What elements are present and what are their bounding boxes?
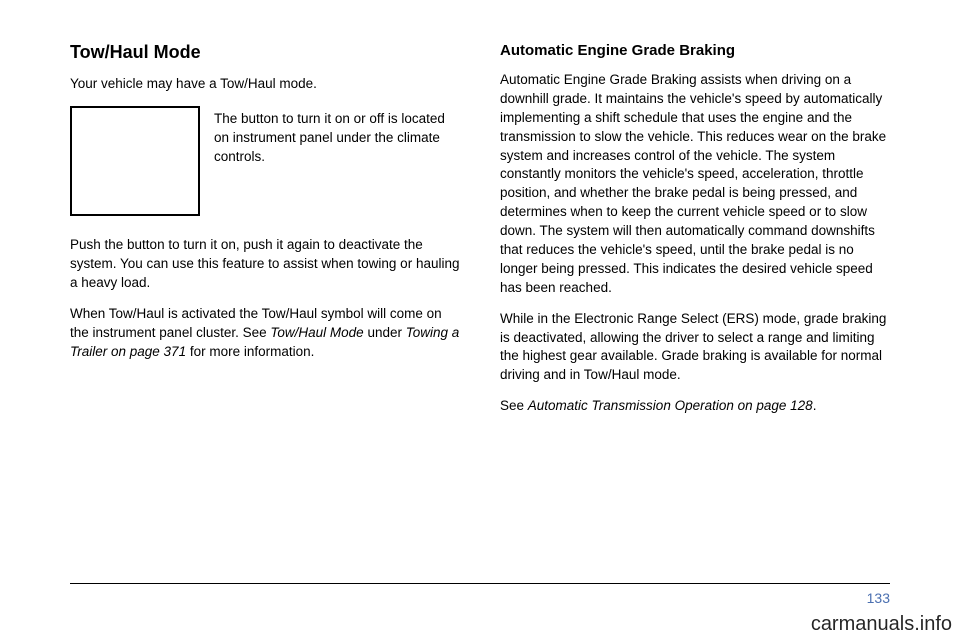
footer-rule xyxy=(70,583,890,584)
page-number: 133 xyxy=(867,590,890,606)
left-p2b: Tow/Haul Mode xyxy=(270,325,363,340)
button-image-placeholder xyxy=(70,106,200,216)
right-column: Automatic Engine Grade Braking Automatic… xyxy=(500,40,890,428)
left-heading: Tow/Haul Mode xyxy=(70,40,460,65)
image-caption-row: The button to turn it on or off is locat… xyxy=(70,106,460,216)
left-intro: Your vehicle may have a Tow/Haul mode. xyxy=(70,75,460,94)
image-caption: The button to turn it on or off is locat… xyxy=(214,106,460,167)
watermark: carmanuals.info xyxy=(811,613,952,636)
left-p2e: for more information. xyxy=(186,344,314,359)
right-heading: Automatic Engine Grade Braking xyxy=(500,40,890,61)
right-p2: While in the Electronic Range Select (ER… xyxy=(500,310,890,386)
right-p3b: Automatic Transmission Operation on page… xyxy=(528,398,813,413)
left-p1: Push the button to turn it on, push it a… xyxy=(70,236,460,293)
right-p3: See Automatic Transmission Operation on … xyxy=(500,397,890,416)
right-p3a: See xyxy=(500,398,528,413)
left-p2: When Tow/Haul is activated the Tow/Haul … xyxy=(70,305,460,362)
left-p2c: under xyxy=(364,325,406,340)
left-column: Tow/Haul Mode Your vehicle may have a To… xyxy=(70,40,460,428)
right-p3c: . xyxy=(813,398,817,413)
page-content: Tow/Haul Mode Your vehicle may have a To… xyxy=(0,0,960,448)
right-p1: Automatic Engine Grade Braking assists w… xyxy=(500,71,890,298)
